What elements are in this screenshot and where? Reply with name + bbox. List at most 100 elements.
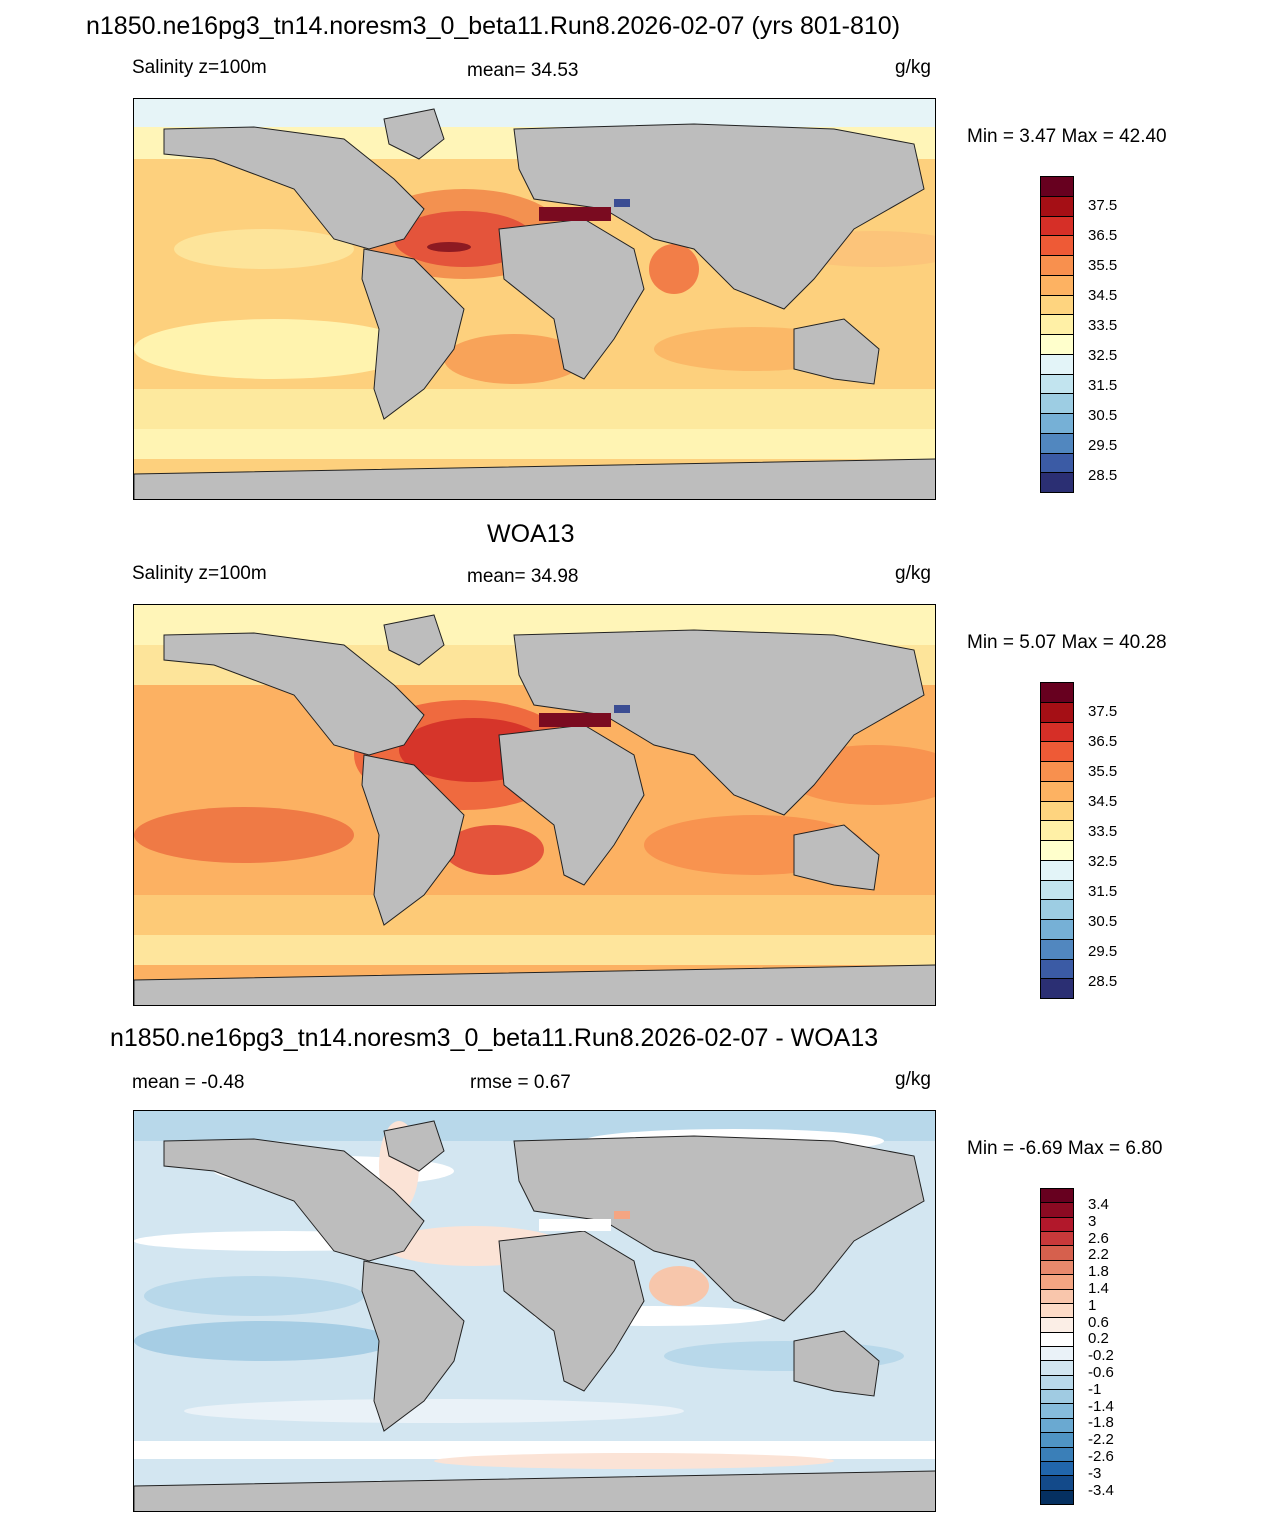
colorbar-label: 33.5 [1088, 823, 1118, 840]
colorbar-swatch [1040, 1417, 1074, 1434]
panel1-minmax: Min = 3.47 Max = 42.40 [967, 126, 1167, 147]
colorbar-swatch [1040, 353, 1074, 375]
colorbar-swatch [1040, 761, 1074, 782]
colorbar-swatch [1040, 472, 1074, 493]
colorbar-swatch [1040, 1302, 1074, 1319]
colorbar-swatch [1040, 432, 1074, 454]
colorbar-label: 3.4 [1088, 1196, 1109, 1213]
panel1-units: g/kg [895, 57, 931, 78]
panel2-title: WOA13 [487, 520, 575, 548]
colorbar-swatch [1040, 1245, 1074, 1261]
colorbar-swatch [1040, 859, 1074, 881]
colorbar-label: 31.5 [1088, 883, 1118, 900]
colorbar-swatch [1040, 820, 1074, 841]
panel3-title: n1850.ne16pg3_tn14.noresm3_0_beta11.Run8… [110, 1024, 879, 1052]
colorbar-label: 33.5 [1088, 317, 1118, 334]
colorbar-label: 37.5 [1088, 703, 1118, 720]
colorbar-swatch [1040, 215, 1074, 237]
colorbar-label: 28.5 [1088, 973, 1118, 990]
colorbar-label: 29.5 [1088, 943, 1118, 960]
colorbar-label: 32.5 [1088, 853, 1118, 870]
colorbar-swatch [1040, 919, 1074, 940]
colorbar-label: -1 [1088, 1380, 1102, 1398]
colorbar-swatch [1040, 1374, 1074, 1391]
colorbar-swatch [1040, 1317, 1074, 1333]
panel1-left-label: Salinity z=100m [132, 57, 267, 78]
colorbar-swatch [1040, 1460, 1074, 1477]
colorbar-label: -3 [1088, 1464, 1102, 1482]
panel3-map [133, 1110, 936, 1512]
panel2-map [133, 604, 936, 1006]
panel2-colorbar: 37.5 36.5 35.5 34.5 33.5 32.5 31.5 30.5 29.5 28.5 [1040, 682, 1117, 999]
colorbar-label: 29.5 [1088, 437, 1118, 454]
colorbar-label: 0.6 [1088, 1313, 1109, 1331]
colorbar-swatch [1040, 274, 1074, 296]
colorbar-label: 0.2 [1088, 1330, 1109, 1348]
colorbar-label: 3 [1088, 1212, 1097, 1230]
colorbar-swatch [1040, 393, 1074, 414]
colorbar-label: -2.6 [1088, 1448, 1114, 1465]
colorbar-swatch [1040, 741, 1074, 762]
colorbar-label: -0.6 [1088, 1364, 1114, 1381]
colorbar-swatch [1040, 255, 1074, 276]
colorbar-swatch [1040, 195, 1074, 217]
colorbar-swatch [1040, 294, 1074, 316]
colorbar-label: 35.5 [1088, 763, 1118, 780]
colorbar-swatch [1040, 314, 1074, 335]
colorbar-swatch [1040, 1188, 1074, 1204]
colorbar-swatch [1040, 1288, 1074, 1304]
panel3-rmse-label: rmse = 0.67 [470, 1072, 571, 1093]
panel2-left-label: Salinity z=100m [132, 563, 267, 584]
colorbar-label: 34.5 [1088, 793, 1118, 810]
colorbar-swatch [1040, 1475, 1074, 1491]
colorbar-swatch [1040, 938, 1074, 960]
panel3-units: g/kg [895, 1069, 931, 1090]
colorbar-label: 36.5 [1088, 227, 1118, 244]
colorbar-swatch [1040, 840, 1074, 861]
panel2-minmax: Min = 5.07 Max = 40.28 [967, 632, 1167, 653]
panel2-units: g/kg [895, 563, 931, 584]
colorbar-swatch [1040, 682, 1074, 703]
colorbar-swatch [1040, 1231, 1074, 1247]
panel1-map [133, 98, 936, 500]
colorbar-label: -1.4 [1088, 1397, 1114, 1415]
colorbar-swatch [1040, 800, 1074, 822]
panel1-mean-label: mean= 34.53 [467, 60, 579, 81]
colorbar-label: 1.8 [1088, 1263, 1109, 1281]
colorbar-swatch [1040, 1274, 1074, 1290]
colorbar-label: -3.4 [1088, 1481, 1114, 1499]
colorbar-swatch [1040, 1202, 1074, 1218]
colorbar-label: 32.5 [1088, 347, 1118, 364]
colorbar-label: -0.2 [1088, 1347, 1114, 1365]
main-title: n1850.ne16pg3_tn14.noresm3_0_beta11.Run8… [86, 12, 901, 40]
colorbar-label: 1.4 [1088, 1280, 1109, 1297]
colorbar-label: 2.2 [1088, 1246, 1109, 1264]
colorbar-swatch [1040, 780, 1074, 802]
colorbar-label: 34.5 [1088, 287, 1118, 304]
colorbar-swatch [1040, 1489, 1074, 1505]
colorbar-swatch [1040, 701, 1074, 723]
colorbar-swatch [1040, 452, 1074, 474]
colorbar-label: -2.2 [1088, 1431, 1114, 1449]
colorbar-swatch [1040, 413, 1074, 434]
colorbar-swatch [1040, 1259, 1074, 1276]
colorbar-label: 28.5 [1088, 467, 1118, 484]
colorbar-label: 37.5 [1088, 197, 1118, 214]
panel3-mean-label: mean = -0.48 [132, 1072, 245, 1093]
colorbar-swatch [1040, 373, 1074, 395]
panel3-minmax: Min = -6.69 Max = 6.80 [967, 1138, 1163, 1159]
colorbar-label: 2.6 [1088, 1229, 1109, 1247]
colorbar-swatch [1040, 1432, 1074, 1448]
colorbar-swatch [1040, 1389, 1074, 1405]
panel1-colorbar: 37.5 36.5 35.5 34.5 33.5 32.5 31.5 30.5 29.5 28.5 [1040, 176, 1117, 493]
colorbar-swatch [1040, 978, 1074, 999]
colorbar-swatch [1040, 721, 1074, 743]
colorbar-swatch [1040, 176, 1074, 197]
colorbar-swatch [1040, 235, 1074, 256]
colorbar-label: 31.5 [1088, 377, 1118, 394]
colorbar-swatch [1040, 334, 1074, 355]
panel2-mean-label: mean= 34.98 [467, 566, 579, 587]
colorbar-swatch [1040, 879, 1074, 901]
colorbar-label: 30.5 [1088, 913, 1118, 930]
colorbar-swatch [1040, 899, 1074, 920]
